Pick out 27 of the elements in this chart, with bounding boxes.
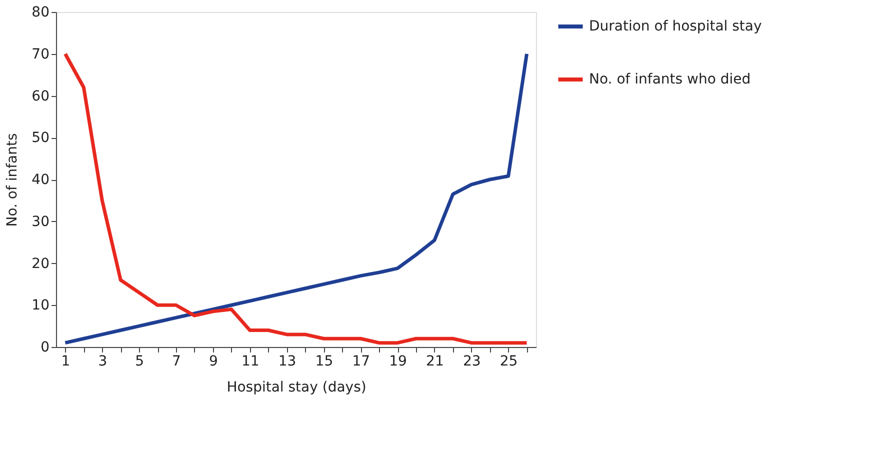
x-tick-label: 7 — [172, 354, 181, 370]
x-tick-label: 23 — [462, 354, 481, 370]
x-tick-label: 9 — [208, 354, 218, 370]
line-series — [63, 52, 529, 345]
y-tick-label: 80 — [32, 4, 50, 20]
x-tick-label: 19 — [389, 354, 407, 370]
x-tick-label: 17 — [352, 354, 370, 370]
y-tick-label: 50 — [32, 130, 50, 146]
y-tick-label: 30 — [32, 214, 50, 230]
x-axis-title: Hospital stay (days) — [226, 380, 366, 396]
y-tick-label: 20 — [32, 256, 50, 272]
y-tick-label: 0 — [40, 340, 50, 356]
legend-label: No. of infants who died — [589, 72, 751, 88]
y-tick-label: 10 — [32, 298, 50, 314]
x-tick-label: 15 — [315, 354, 334, 370]
y-tick-label: 70 — [32, 46, 50, 62]
legend-label: Duration of hospital stay — [589, 18, 762, 34]
x-tick-label: 11 — [241, 354, 260, 370]
x-tick-label: 3 — [98, 354, 108, 370]
x-tick-label: 21 — [426, 354, 444, 370]
x-tick-label: 1 — [61, 354, 70, 370]
x-tick-label: 5 — [135, 354, 144, 370]
y-axis-title: No. of infants — [4, 133, 21, 227]
x-tick-label: 13 — [278, 354, 296, 370]
x-tick-label: 25 — [500, 354, 518, 370]
y-tick-label: 40 — [32, 172, 50, 188]
y-tick-label: 60 — [32, 88, 50, 104]
